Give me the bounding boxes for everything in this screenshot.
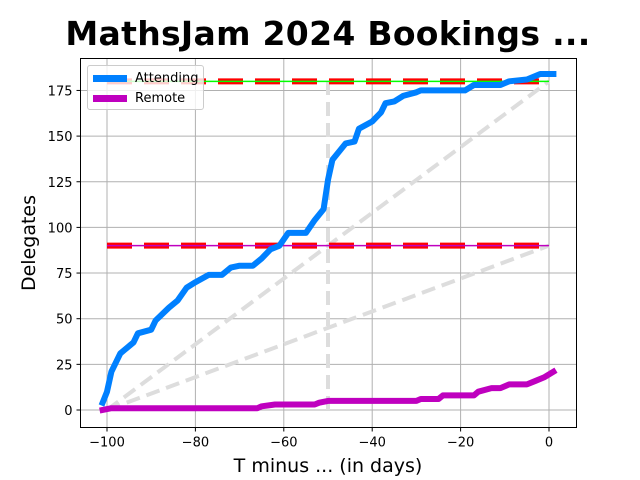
legend-label-attending: Attending — [135, 70, 199, 86]
legend-item-remote: Remote — [93, 89, 185, 107]
legend-swatch-attending — [93, 74, 127, 82]
y-axis-ticks: 0 25 50 75 100 125 150 175 — [48, 84, 81, 419]
svg-text:75: 75 — [56, 267, 73, 282]
legend-label-remote: Remote — [135, 90, 186, 106]
reference-lines — [105, 78, 551, 412]
svg-text:−100: −100 — [89, 436, 125, 451]
legend: Attending Remote — [87, 65, 204, 110]
legend-item-attending: Attending — [93, 69, 198, 87]
legend-swatch-remote — [93, 94, 127, 102]
data-series — [98, 71, 558, 414]
svg-text:150: 150 — [48, 130, 73, 145]
series-attending — [98, 71, 557, 407]
svg-text:−20: −20 — [447, 436, 474, 451]
svg-text:−60: −60 — [270, 436, 297, 451]
x-axis-label: T minus ... (in days) — [233, 455, 423, 477]
svg-text:25: 25 — [56, 358, 73, 373]
svg-text:175: 175 — [48, 84, 73, 99]
series-remote — [99, 367, 558, 414]
svg-text:−40: −40 — [358, 436, 385, 451]
plot-frame — [80, 58, 577, 428]
y-axis-label: Delegates — [18, 195, 40, 291]
svg-text:125: 125 — [48, 176, 73, 191]
svg-text:−80: −80 — [182, 436, 209, 451]
svg-text:50: 50 — [56, 313, 73, 328]
svg-text:0: 0 — [545, 436, 553, 451]
svg-text:100: 100 — [48, 221, 73, 236]
chart-title: MathsJam 2024 Bookings ... — [65, 14, 591, 53]
svg-text:0: 0 — [64, 404, 72, 419]
x-axis-ticks: −100 −80 −60 −40 −20 0 — [89, 427, 553, 451]
